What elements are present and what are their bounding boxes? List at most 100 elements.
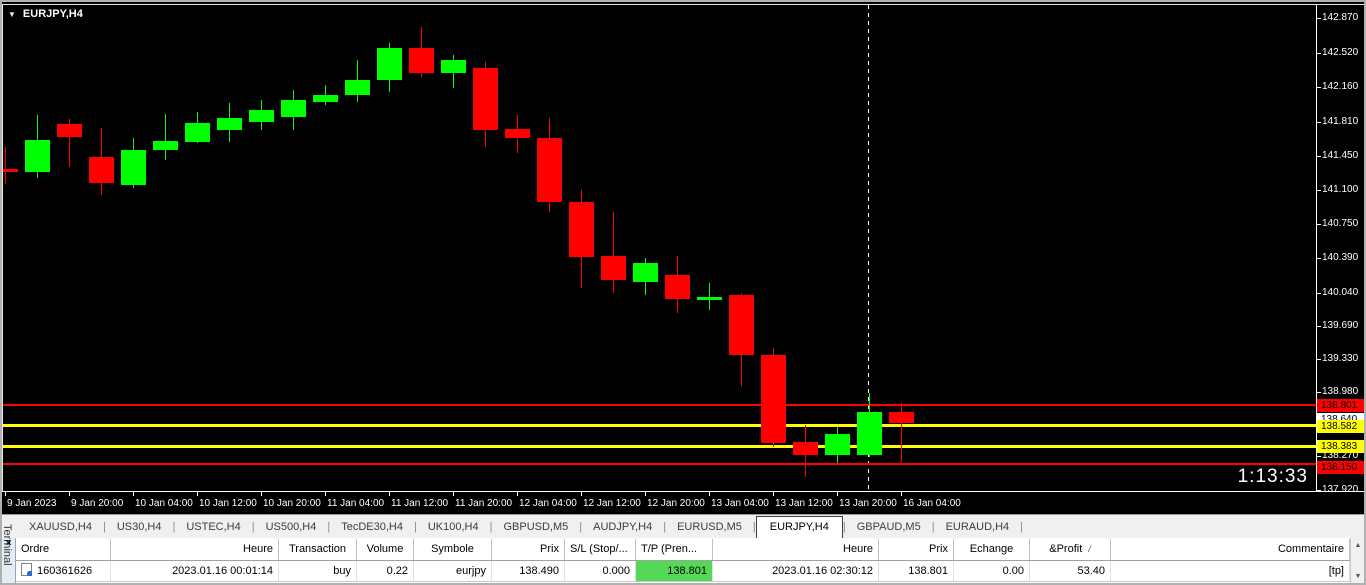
chart-tab-gbpaud-m5[interactable]: GBPAUD,M5 <box>856 520 921 533</box>
tab-divider: | <box>102 520 106 533</box>
candle-body <box>889 412 914 423</box>
column-header[interactable]: Volume <box>357 539 414 560</box>
time-axis-label: 10 Jan 20:00 <box>263 498 321 509</box>
candle-body <box>793 442 818 455</box>
time-tick <box>389 492 390 496</box>
order-row[interactable]: 160361626 2023.01.16 00:01:14 buy 0.22 eurjp… <box>16 561 1350 582</box>
price-axis-label: 137.920 <box>1322 484 1359 495</box>
time-axis-label: 10 Jan 04:00 <box>135 498 193 509</box>
column-header[interactable]: S/L (Stop/... <box>565 539 636 560</box>
candle-body <box>441 60 466 73</box>
column-header[interactable]: Transaction <box>279 539 357 560</box>
chart-tab-euraud-h4[interactable]: EURAUD,H4 <box>945 520 1010 533</box>
column-header[interactable]: Ordre <box>16 539 111 560</box>
chart-tab-xauusd-h4[interactable]: XAUUSD,H4 <box>29 520 92 533</box>
candle-body <box>25 140 50 172</box>
terminal-scrollbar[interactable] <box>1350 538 1366 585</box>
price-tick <box>1316 490 1321 491</box>
column-header[interactable]: Symbole <box>414 539 492 560</box>
price-tick <box>1316 190 1321 191</box>
order-cell: eurjpy <box>414 561 492 581</box>
window-frame-top <box>0 0 1366 2</box>
chart-tab-uk100-h4[interactable]: UK100,H4 <box>427 520 479 533</box>
time-axis-label: 11 Jan 04:00 <box>327 498 385 509</box>
order-cell: 2023.01.16 02:30:12 <box>713 561 879 581</box>
tab-divider: | <box>752 520 756 533</box>
chart-tab-eurusd-m5[interactable]: EURUSD,M5 <box>677 520 742 533</box>
horizontal-line-138.383[interactable] <box>0 445 1316 448</box>
horizontal-line-138.582[interactable] <box>0 424 1316 427</box>
chart-area[interactable]: ▼ EURJPY,H4 1:13:33 <box>0 0 1316 491</box>
time-axis-label: 11 Jan 20:00 <box>455 498 513 509</box>
chart-tab-tecde30-h4[interactable]: TecDE30,H4 <box>341 520 403 533</box>
time-tick <box>261 492 262 496</box>
candle-body <box>665 275 690 299</box>
tab-divider: | <box>1020 520 1023 533</box>
chart-tab-ustec-h4[interactable]: USTEC,H4 <box>186 520 241 533</box>
price-axis-label: 141.810 <box>1322 116 1359 127</box>
candle-body <box>89 157 114 183</box>
chart-tab-audjpy-h4[interactable]: AUDJPY,H4 <box>593 520 653 533</box>
chart-tab-us30-h4[interactable]: US30,H4 <box>116 520 162 533</box>
time-axis[interactable]: 9 Jan 2023 9 Jan 20:00 10 Jan 04:00 10 Jan … <box>0 491 1366 514</box>
price-tick <box>1316 392 1321 393</box>
symbol-period-text: EURJPY,H4 <box>22 8 83 20</box>
tab-divider: | <box>413 520 417 533</box>
price-axis-label: 139.690 <box>1322 320 1359 331</box>
horizontal-line-138.15[interactable] <box>0 463 1316 465</box>
price-axis-label: 142.160 <box>1322 81 1359 92</box>
time-axis-label: 13 Jan 20:00 <box>839 498 897 509</box>
time-axis-label: 13 Jan 04:00 <box>711 498 769 509</box>
column-header[interactable]: Heure <box>713 539 879 560</box>
price-tag: 138.383 <box>1317 440 1364 453</box>
column-header[interactable]: Commentaire <box>1111 539 1350 560</box>
time-axis-label: 9 Jan 2023 <box>7 498 57 509</box>
price-tick <box>1316 326 1321 327</box>
candle-body <box>313 95 338 102</box>
time-axis-label: 10 Jan 12:00 <box>199 498 257 509</box>
price-tick <box>1316 456 1321 457</box>
price-tick <box>1316 87 1321 88</box>
candle-body <box>281 100 306 117</box>
column-header[interactable]: Prix <box>879 539 954 560</box>
price-tag: 138.582 <box>1317 420 1364 433</box>
tab-divider: | <box>842 520 846 533</box>
chart-tab-us500-h4[interactable]: US500,H4 <box>265 520 317 533</box>
candle-body <box>569 202 594 257</box>
column-header[interactable]: &Profit / <box>1030 539 1111 560</box>
time-tick <box>901 492 902 496</box>
order-cell: 138.490 <box>492 561 565 581</box>
terminal-close-button[interactable]: × <box>5 538 12 549</box>
chart-symbol-label: ▼ EURJPY,H4 <box>8 8 83 20</box>
chart-tab-gbpusd-m5[interactable]: GBPUSD,M5 <box>503 520 569 533</box>
price-tick <box>1316 258 1321 259</box>
scroll-down-button[interactable]: ▼ <box>1354 573 1362 580</box>
price-tick <box>1316 293 1321 294</box>
tab-divider: | <box>931 520 935 533</box>
column-header[interactable]: Prix <box>492 539 565 560</box>
chart-window-top-border <box>2 4 1364 5</box>
time-axis-label: 12 Jan 20:00 <box>647 498 705 509</box>
price-axis-label: 142.870 <box>1322 12 1359 23</box>
candle-wick <box>5 147 6 184</box>
chart-tab-eurjpy-h4[interactable]: EURJPY,H4 <box>755 515 843 539</box>
candle-wick <box>901 403 902 462</box>
orders-table: Ordre Heure Transaction Volume Symbole Prix S/… <box>16 538 1350 585</box>
price-tick <box>1316 53 1321 54</box>
order-cell: 138.801 <box>636 561 713 581</box>
tab-divider: | <box>663 520 667 533</box>
candle-wick <box>613 212 614 293</box>
time-tick <box>581 492 582 496</box>
price-axis[interactable]: 142.870 142.520 142.160 141.810 141.450 141.1… <box>1316 0 1366 495</box>
column-header[interactable]: T/P (Pren... <box>636 539 713 560</box>
scroll-up-button[interactable]: ▲ <box>1354 542 1362 549</box>
candle-body <box>249 110 274 122</box>
horizontal-line-138.801[interactable] <box>0 404 1316 406</box>
candle-body <box>121 150 146 185</box>
time-axis-label: 13 Jan 12:00 <box>775 498 833 509</box>
candle-wick <box>165 114 166 160</box>
time-axis-label: 12 Jan 12:00 <box>583 498 641 509</box>
column-header[interactable]: Heure <box>111 539 279 560</box>
column-header[interactable]: Echange <box>954 539 1030 560</box>
